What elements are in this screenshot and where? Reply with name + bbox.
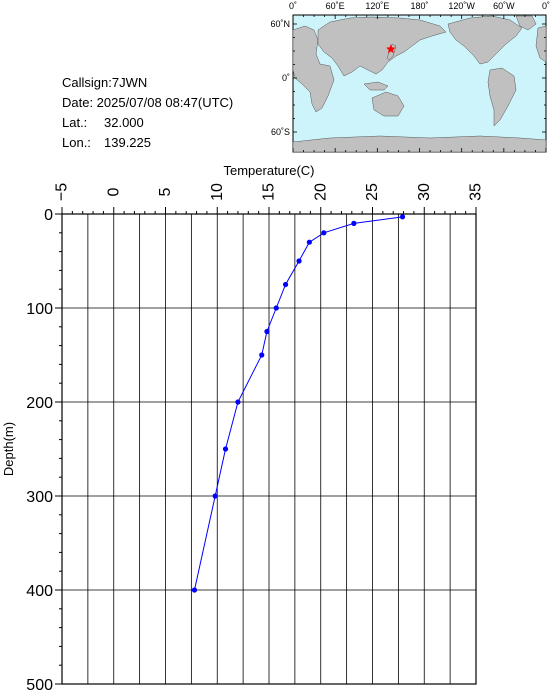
map-top-tick-label: 0˚ — [542, 1, 550, 11]
station-marker-icon — [386, 44, 396, 54]
x-tick-label: 10 — [209, 183, 226, 201]
y-tick-label: 500 — [26, 677, 53, 690]
data-point — [296, 258, 302, 264]
y-tick-label: 100 — [26, 301, 53, 318]
map-left-tick-label: 0˚ — [282, 73, 290, 83]
data-point — [222, 446, 229, 452]
map-top-tick-label: 60˚E — [326, 1, 345, 11]
y-tick-label: 300 — [26, 489, 53, 506]
x-tick-label: 25 — [364, 183, 381, 201]
map-left-tick-label: 60˚S — [271, 127, 290, 137]
map-land — [292, 15, 547, 153]
data-point — [235, 399, 241, 405]
data-point — [212, 493, 218, 499]
lat-label: Lat.: — [62, 115, 87, 130]
data-point — [264, 328, 270, 335]
lat-value: 32.000 — [104, 115, 144, 130]
map-left-tick-label: 60˚N — [270, 19, 290, 29]
map-land-south-america — [487, 67, 517, 127]
series-layer — [191, 214, 406, 593]
x-tick-label: 35 — [468, 183, 485, 201]
callsign-text: Callsign:7JWN — [62, 75, 147, 90]
data-point — [191, 587, 198, 593]
series-line — [193, 216, 403, 591]
data-point — [306, 239, 312, 245]
station-info: Callsign:7JWN Date: 2025/07/08 08:47(UTC… — [62, 75, 233, 150]
map-top-tick-label: 60˚W — [493, 1, 515, 11]
data-point — [399, 214, 406, 220]
map-land-greenland — [515, 15, 537, 31]
map-land-australia — [371, 91, 405, 117]
x-tick-label: 30 — [416, 183, 433, 201]
x-tick-label: 15 — [261, 183, 278, 201]
data-point — [282, 281, 289, 288]
map-ticks — [292, 15, 547, 152]
data-point — [273, 305, 279, 311]
map-land-asia — [317, 16, 447, 77]
grid-lines — [62, 214, 476, 684]
map-land-indonesia — [363, 81, 389, 91]
data-point — [351, 220, 357, 226]
y-tick-label: 400 — [26, 583, 53, 600]
map-top-tick-label: 180˚ — [410, 1, 428, 11]
date-text: Date: 2025/07/08 08:47(UTC) — [62, 95, 233, 110]
y-axis-title: Depth(m) — [1, 422, 16, 476]
x-tick-label: −5 — [54, 183, 71, 201]
x-tick-labels: −5 0 5 10 15 20 25 30 35 — [54, 183, 485, 201]
map-land-europe-right — [535, 25, 547, 63]
station-marker-star — [386, 44, 396, 54]
world-map: 0˚ 60˚E 120˚E 180˚ 120˚W 60˚W 0˚ 60˚N 0˚… — [270, 1, 550, 153]
lon-label: Lon.: — [62, 135, 91, 150]
x-tick-label: 0 — [105, 187, 122, 196]
map-tick-labels-left: 60˚N 0˚ 60˚S — [270, 19, 290, 137]
temperature-profile-chart: −5 0 5 10 15 20 25 30 35 0 100 200 300 4… — [1, 163, 485, 690]
x-axis-title: Temperature(C) — [223, 163, 314, 178]
map-tick-labels-top: 0˚ 60˚E 120˚E 180˚ 120˚W 60˚W 0˚ — [289, 1, 550, 11]
map-top-tick-label: 120˚W — [448, 1, 475, 11]
map-land-north-america — [447, 15, 523, 65]
x-tick-label: 5 — [157, 187, 174, 196]
map-top-tick-label: 0˚ — [289, 1, 297, 11]
minor-ticks — [55, 207, 477, 685]
x-tick-label: 20 — [312, 183, 329, 201]
lon-value: 139.225 — [104, 135, 151, 150]
map-top-tick-label: 120˚E — [365, 1, 389, 11]
map-land-africa-europe — [292, 25, 335, 113]
data-point — [321, 230, 327, 236]
y-tick-label: 200 — [26, 395, 53, 412]
data-point — [259, 352, 265, 358]
y-tick-label: 0 — [44, 207, 53, 224]
y-tick-labels: 0 100 200 300 400 500 — [26, 207, 53, 690]
